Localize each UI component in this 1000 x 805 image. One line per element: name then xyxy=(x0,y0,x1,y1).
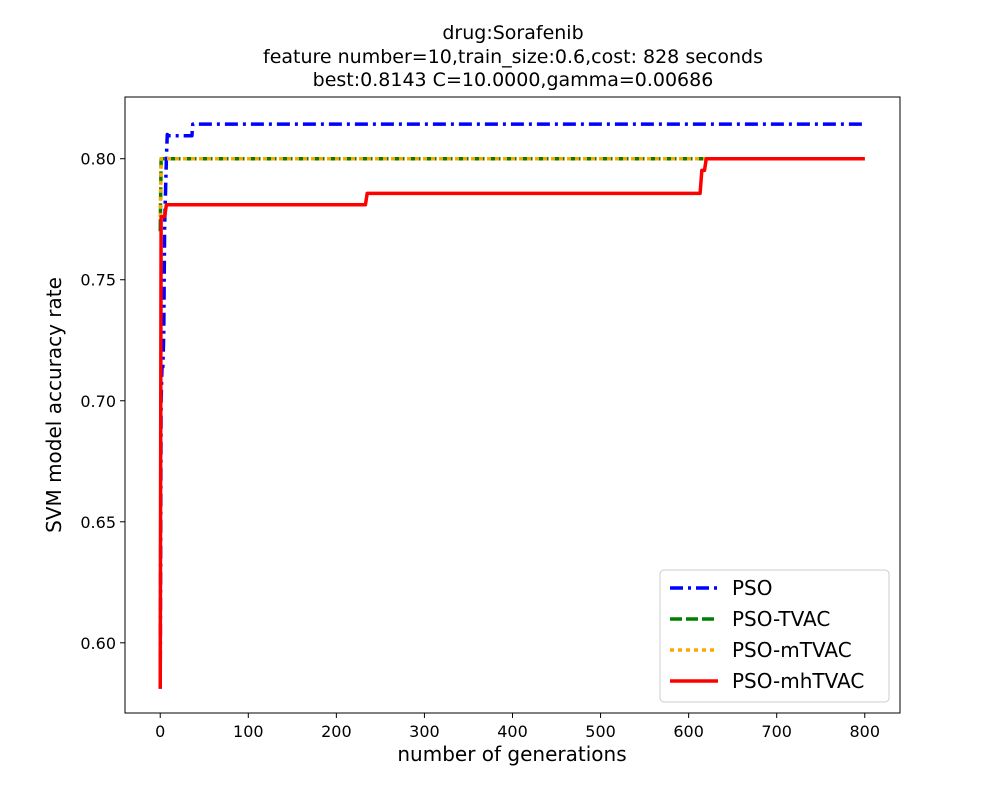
x-tick-label: 200 xyxy=(321,722,352,741)
y-tick-label: 0.70 xyxy=(80,392,116,411)
x-tick-label: 300 xyxy=(409,722,440,741)
y-axis-label: SVM model accuracy rate xyxy=(42,277,66,533)
series-line-pso xyxy=(158,122,865,689)
x-tick-label: 700 xyxy=(761,722,792,741)
x-tick-label: 800 xyxy=(849,722,880,741)
x-tick-label: 400 xyxy=(497,722,528,741)
legend: PSO PSO-TVAC PSO-mTVAC PSO-mhTVAC xyxy=(659,569,890,703)
x-tick-label: 0 xyxy=(155,722,165,741)
legend-label-pso-mtvac: PSO-mTVAC xyxy=(732,638,852,662)
y-tick-label: 0.80 xyxy=(80,150,116,169)
legend-label-pso-tvac: PSO-TVAC xyxy=(732,607,830,631)
series-line-pso-mhtvac xyxy=(158,156,865,689)
legend-label-pso: PSO xyxy=(732,576,773,600)
y-tick-label: 0.65 xyxy=(80,513,116,532)
x-tick-label: 100 xyxy=(233,722,264,741)
x-tick-label: 500 xyxy=(585,722,616,741)
series-line-pso-mtvac xyxy=(158,156,865,217)
legend-box xyxy=(659,569,890,703)
x-axis: 0 100 200 300 400 500 600 700 800 xyxy=(155,713,880,741)
legend-label-pso-mhtvac: PSO-mhTVAC xyxy=(732,669,864,693)
y-tick-label: 0.60 xyxy=(80,634,116,653)
plot-lines xyxy=(158,122,865,689)
y-axis: 0.60 0.65 0.70 0.75 0.80 xyxy=(80,150,125,653)
chart-title-line-2: feature number=10,train_size:0.6,cost: 8… xyxy=(263,46,763,68)
x-tick-label: 600 xyxy=(673,722,704,741)
chart-title-line-3: best:0.8143 C=10.0000,gamma=0.00686 xyxy=(313,69,714,91)
x-axis-label: number of generations xyxy=(397,742,626,766)
y-tick-label: 0.75 xyxy=(80,271,116,290)
chart-title-line-1: drug:Sorafenib xyxy=(442,22,583,44)
